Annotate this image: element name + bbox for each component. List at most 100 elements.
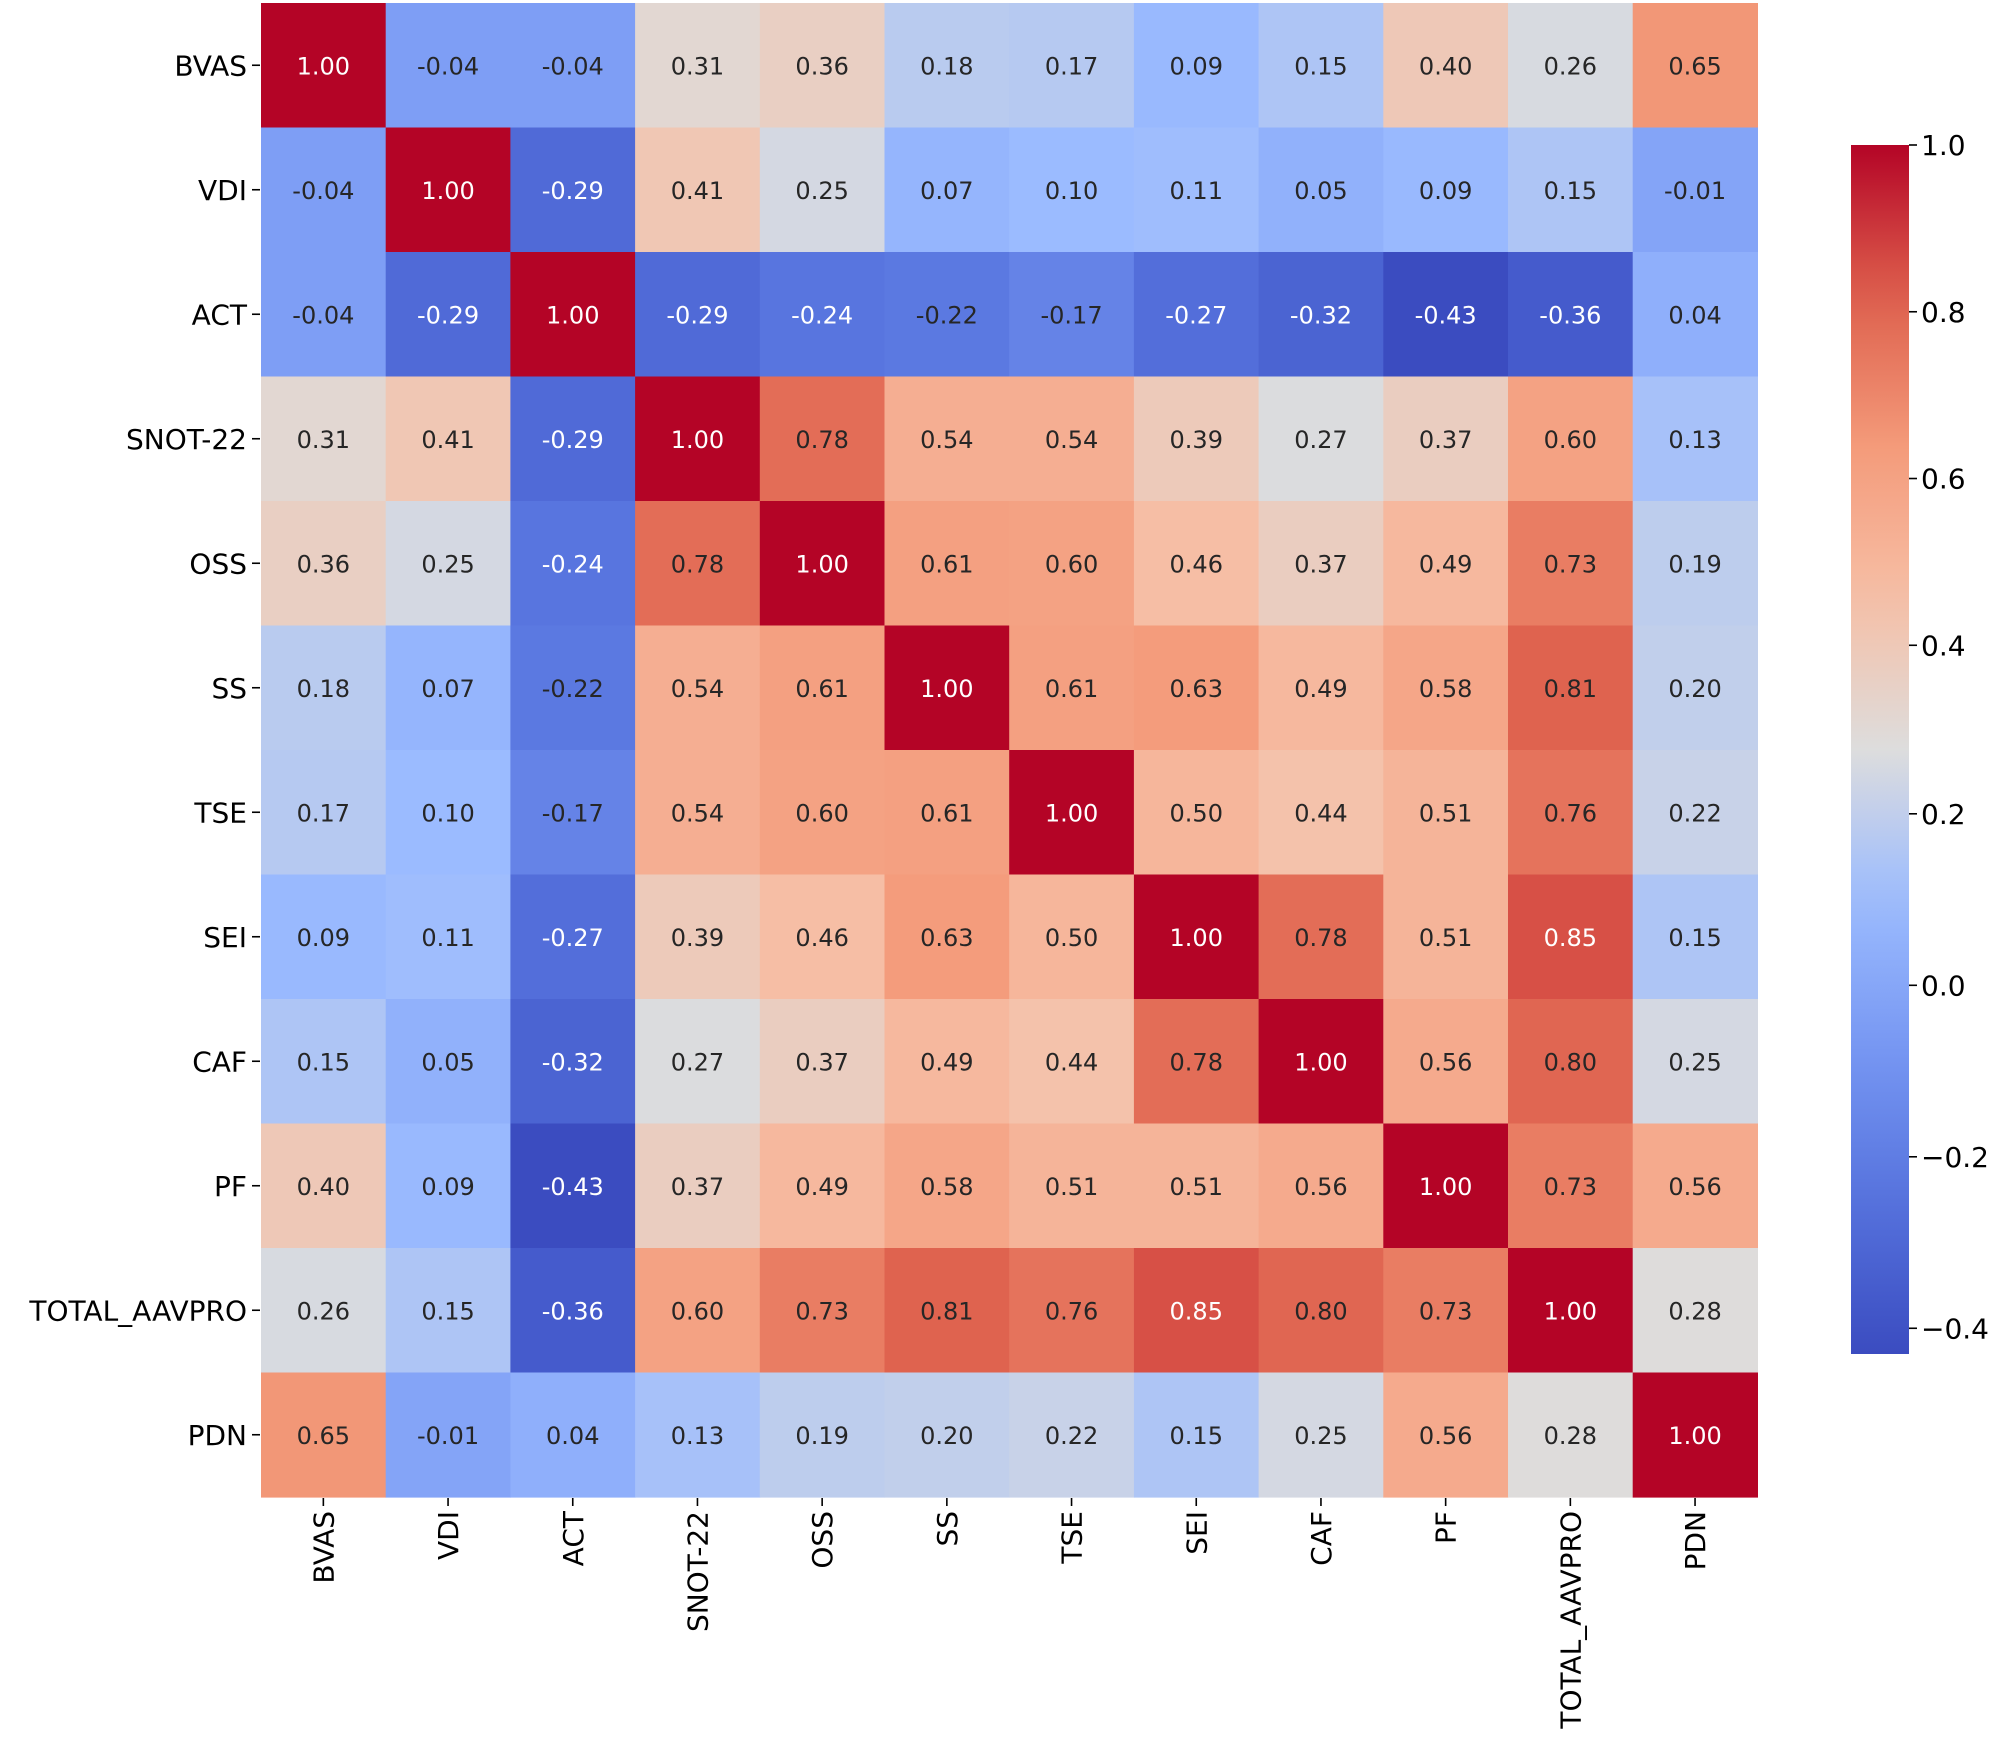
heatmap-cell-total_aavpro-bvas xyxy=(261,1248,387,1374)
cell-value-label: -0.04 xyxy=(292,177,354,205)
cell-value-label: 0.26 xyxy=(1544,52,1597,80)
heatmap-cell-sei-act xyxy=(510,874,636,1000)
heatmap-cell-act-ss xyxy=(884,252,1010,378)
cell-value-label: 1.00 xyxy=(1544,1297,1597,1325)
cell-value-label: -0.04 xyxy=(542,52,604,80)
cell-value-label: 0.58 xyxy=(920,1173,973,1201)
heatmap-cell-sei-oss xyxy=(759,874,886,1000)
cell-value-label: 0.36 xyxy=(795,52,848,80)
y-tick-label-vdi: VDI xyxy=(198,174,247,207)
cell-value-label: 1.00 xyxy=(920,675,973,703)
heatmap-cell-total_aavpro-pdn xyxy=(1632,1248,1758,1374)
cell-value-label: 0.65 xyxy=(1668,52,1721,80)
heatmap-cell-sei-caf xyxy=(1258,874,1384,1000)
heatmap-cell-oss-caf xyxy=(1258,501,1384,627)
x-tick-label-caf: CAF xyxy=(1305,1511,1338,1566)
heatmap-cell-total_aavpro-caf xyxy=(1258,1248,1384,1374)
heatmap-cell-ss-bvas xyxy=(261,625,387,751)
colorbar-tick-label: 0.4 xyxy=(1921,629,1966,662)
cell-value-label: 0.51 xyxy=(1419,799,1472,827)
cell-value-label: 0.15 xyxy=(1294,52,1347,80)
heatmap-cell-oss-pdn xyxy=(1632,501,1758,627)
cell-value-label: 0.73 xyxy=(1419,1297,1472,1325)
heatmap-cell-tse-oss xyxy=(759,750,886,876)
cell-value-label: -0.22 xyxy=(916,301,978,329)
heatmap-cell-ss-pf xyxy=(1383,625,1509,751)
cell-value-label: -0.27 xyxy=(542,924,604,952)
cell-value-label: 0.49 xyxy=(1294,675,1347,703)
colorbar-tick-label: 0.8 xyxy=(1921,296,1966,329)
cell-value-label: 1.00 xyxy=(546,301,599,329)
cell-value-label: 0.27 xyxy=(1294,426,1347,454)
cell-value-label: 0.15 xyxy=(1668,924,1721,952)
cell-value-label: -0.29 xyxy=(542,426,604,454)
x-tick-label-snot-22: SNOT-22 xyxy=(681,1511,714,1632)
cell-value-label: 0.25 xyxy=(421,550,474,578)
heatmap-cell-vdi-total_aavpro xyxy=(1508,127,1634,253)
cell-value-label: 0.60 xyxy=(1544,426,1597,454)
cell-value-label: -0.04 xyxy=(417,52,479,80)
heatmap-cell-pdn-pf xyxy=(1383,1372,1509,1498)
heatmap-cell-snot-22-caf xyxy=(1258,376,1384,502)
heatmap-cell-ss-sei xyxy=(1133,625,1260,751)
heatmap-cell-pdn-bvas xyxy=(261,1372,387,1498)
heatmap-cell-act-pdn xyxy=(1632,252,1758,378)
heatmap-cell-caf-snot-22 xyxy=(635,999,761,1125)
cell-value-label: 0.19 xyxy=(1668,550,1721,578)
heatmap-cell-total_aavpro-pf xyxy=(1383,1248,1509,1374)
x-tick-label-act: ACT xyxy=(557,1510,590,1566)
heatmap-cell-pdn-tse xyxy=(1009,1372,1135,1498)
colorbar-tick-label: 1.0 xyxy=(1921,129,1966,162)
heatmap-cell-oss-ss xyxy=(884,501,1010,627)
cell-value-label: 0.36 xyxy=(297,550,350,578)
heatmap-cell-snot-22-sei xyxy=(1133,376,1260,502)
cell-value-label: 0.44 xyxy=(1294,799,1347,827)
cell-value-label: 0.61 xyxy=(1045,675,1098,703)
heatmap-cell-total_aavpro-total_aavpro xyxy=(1508,1248,1634,1374)
heatmap-cell-pf-pf xyxy=(1383,1123,1509,1249)
heatmap-cell-vdi-oss xyxy=(759,127,886,253)
cell-value-label: -0.01 xyxy=(1664,177,1726,205)
cell-value-label: 0.54 xyxy=(1045,426,1098,454)
cell-value-label: 0.63 xyxy=(1170,675,1223,703)
heatmap-cell-sei-pf xyxy=(1383,874,1509,1000)
x-tick-label-tse: TSE xyxy=(1056,1511,1089,1565)
heatmap-cell-caf-act xyxy=(510,999,636,1125)
heatmap-cell-caf-pdn xyxy=(1632,999,1758,1125)
cell-value-label: 0.22 xyxy=(1668,799,1721,827)
heatmap-cell-pf-sei xyxy=(1133,1123,1260,1249)
cell-value-label: 0.65 xyxy=(297,1422,350,1450)
cell-value-label: 0.49 xyxy=(795,1173,848,1201)
cell-value-label: 0.13 xyxy=(1668,426,1721,454)
heatmap-cell-pf-caf xyxy=(1258,1123,1384,1249)
heatmap-cell-vdi-bvas xyxy=(261,127,387,253)
cell-value-label: 0.80 xyxy=(1294,1297,1347,1325)
cell-value-label: 0.46 xyxy=(795,924,848,952)
heatmap-cell-snot-22-act xyxy=(510,376,636,502)
y-tick-label-tse: TSE xyxy=(193,796,247,829)
y-axis-labels: BVAS VDI ACT SNOT-22 OSS SS TSE SEI CAF PF TOTAL_A… xyxy=(28,49,260,1452)
cell-value-label: 0.17 xyxy=(297,799,350,827)
cell-value-label: 0.60 xyxy=(1045,550,1098,578)
x-tick-label-pdn: PDN xyxy=(1679,1511,1712,1570)
cell-value-label: 0.37 xyxy=(795,1048,848,1076)
cell-value-label: 0.49 xyxy=(1419,550,1472,578)
heatmap-cell-act-pf xyxy=(1383,252,1509,378)
heatmap-cell-snot-22-vdi xyxy=(385,376,511,502)
heatmap-cell-caf-ss xyxy=(884,999,1010,1125)
heatmap-cell-pdn-vdi xyxy=(385,1372,511,1498)
heatmap-cell-oss-pf xyxy=(1383,501,1509,627)
heatmap-cell-caf-caf xyxy=(1258,999,1384,1125)
heatmap-cell-oss-sei xyxy=(1133,501,1260,627)
colorbar-gradient xyxy=(1851,145,1909,1354)
heatmap-cell-caf-tse xyxy=(1009,999,1135,1125)
heatmap-cell-bvas-bvas xyxy=(261,3,387,129)
heatmap-cell-sei-tse xyxy=(1009,874,1135,1000)
heatmap-cell-oss-oss xyxy=(759,501,886,627)
heatmap-cell-total_aavpro-tse xyxy=(1009,1248,1135,1374)
heatmap-cell-snot-22-oss xyxy=(759,376,886,502)
heatmap-cell-pdn-caf xyxy=(1258,1372,1384,1498)
heatmap-cell-bvas-pdn xyxy=(1632,3,1758,129)
heatmap-cell-ss-tse xyxy=(1009,625,1135,751)
